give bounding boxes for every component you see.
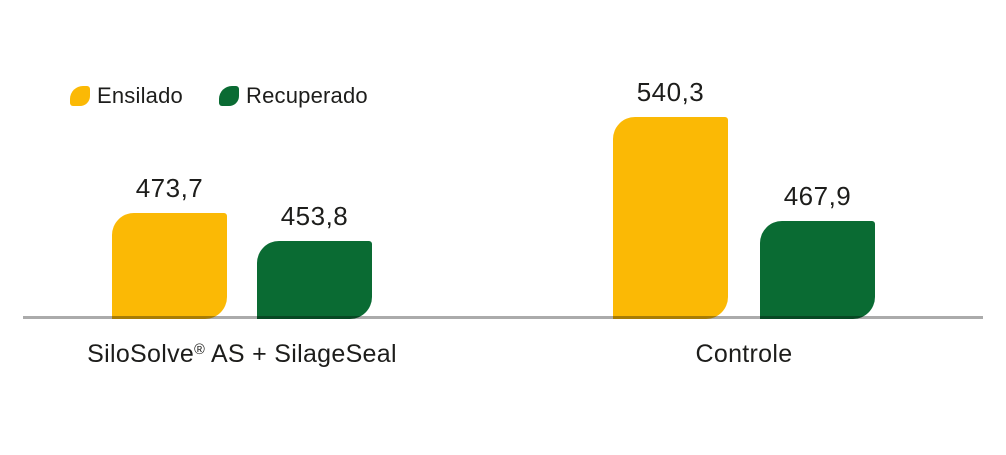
bar-column-controle-ensilado: 540,3 <box>613 77 728 319</box>
ensilado-leaf-swatch-icon <box>70 86 90 106</box>
legend-item-recuperado: Recuperado <box>219 83 368 109</box>
x-axis-label-text: AS + SilageSeal <box>205 340 397 368</box>
bar-controle-ensilado <box>613 117 728 319</box>
bar-silosolve-recuperado <box>257 241 372 319</box>
bar-value-label: 473,7 <box>135 173 204 203</box>
bar-column-silosolve-recuperado: 453,8 <box>257 201 372 319</box>
bar-value-label: 540,3 <box>636 77 705 107</box>
x-axis-label-text: SiloSolve <box>87 340 195 368</box>
bar-controle-recuperado <box>760 221 875 319</box>
legend-item-ensilado: Ensilado <box>70 83 183 109</box>
x-axis-line <box>23 316 983 319</box>
x-axis-label-controle: Controle <box>534 340 954 369</box>
bar-value-label: 453,8 <box>280 201 349 231</box>
legend-label-recuperado: Recuperado <box>246 83 368 108</box>
bar-column-controle-recuperado: 467,9 <box>760 181 875 319</box>
registered-trademark-mark: ® <box>194 342 206 359</box>
chart-legend: Ensilado Recuperado <box>70 83 368 109</box>
bar-column-silosolve-ensilado: 473,7 <box>112 173 227 319</box>
x-axis-label-silosolve: SiloSolve® AS + SilageSeal <box>32 340 452 369</box>
x-axis-label-text: Controle <box>695 340 793 368</box>
recuperado-leaf-swatch-icon <box>219 86 239 106</box>
legend-label-ensilado: Ensilado <box>97 83 183 108</box>
bar-silosolve-ensilado <box>112 213 227 319</box>
bar-value-label: 467,9 <box>783 181 852 211</box>
